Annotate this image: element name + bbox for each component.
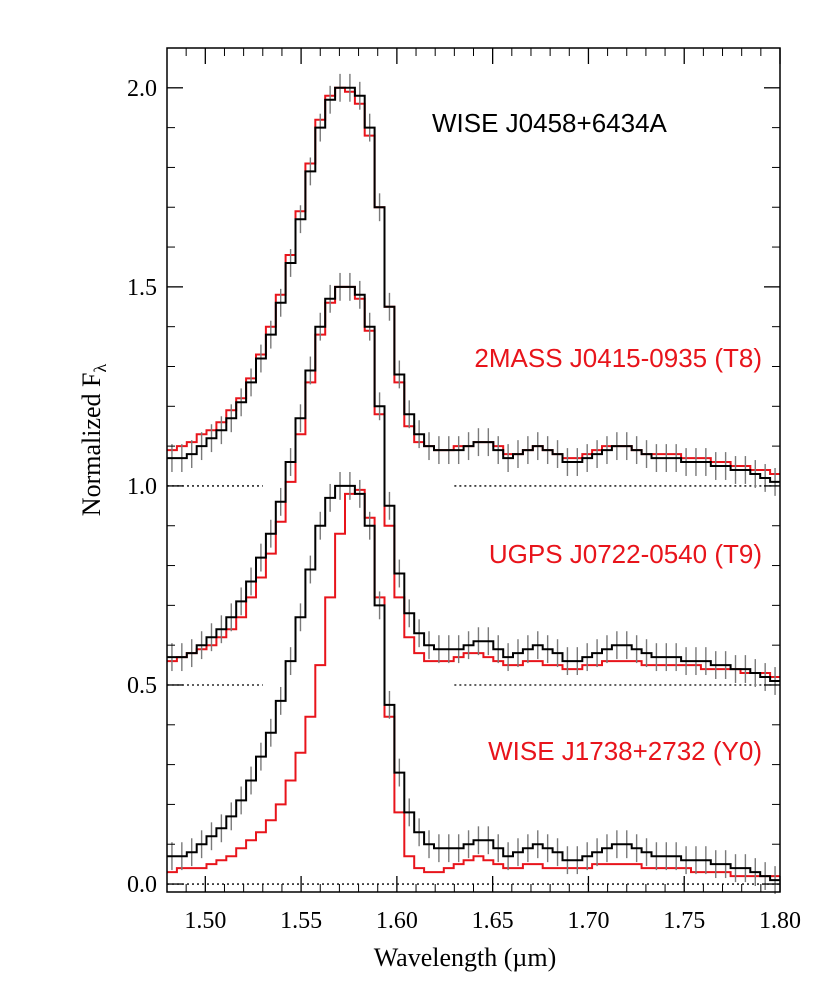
axis-tick-labels: 1.50 1.55 1.60 1.65 1.70 1.75 1.80 0.0 0.5 1.0 1.5… — [127, 76, 801, 934]
y-tick-label-4: 2.0 — [127, 76, 157, 102]
comparison-label-t9: UGPS J0722-0540 (T9) — [489, 539, 762, 569]
target-spectrum-1 — [167, 285, 780, 682]
x-tick-label-5: 1.75 — [663, 908, 705, 934]
y-axis-title-main: Normalized F — [77, 373, 106, 517]
x-axis-title: Wavelength (µm) — [374, 943, 557, 972]
x-tick-label-0: 1.50 — [184, 908, 226, 934]
x-tick-label-2: 1.60 — [376, 908, 418, 934]
x-tick-label-4: 1.70 — [567, 908, 609, 934]
y-tick-label-1: 0.5 — [127, 673, 157, 699]
y-axis-title-sub: λ — [90, 364, 110, 373]
y-axis-title: Normalized Fλ — [77, 364, 110, 517]
target-spectrum-0 — [167, 86, 780, 483]
target-label: WISE J0458+6434A — [432, 108, 668, 138]
comparison-spectrum-0 — [167, 86, 780, 475]
comparison-spectrum-1 — [167, 285, 780, 678]
y-tick-label-3: 1.5 — [127, 275, 157, 301]
x-tick-label-1: 1.55 — [280, 908, 322, 934]
x-tick-label-3: 1.65 — [472, 908, 514, 934]
target-spectrum-2 — [167, 484, 780, 882]
comparison-spectrum-2 — [167, 488, 780, 878]
plot-area — [167, 73, 780, 894]
comparison-label-t8: 2MASS J0415-0935 (T8) — [474, 343, 762, 373]
y-tick-label-0: 0.0 — [127, 872, 157, 898]
comparison-label-y0: WISE J1738+2732 (Y0) — [488, 736, 762, 766]
x-tick-label-6: 1.80 — [759, 908, 801, 934]
axis-ticks — [167, 48, 781, 892]
y-tick-label-2: 1.0 — [127, 474, 157, 500]
